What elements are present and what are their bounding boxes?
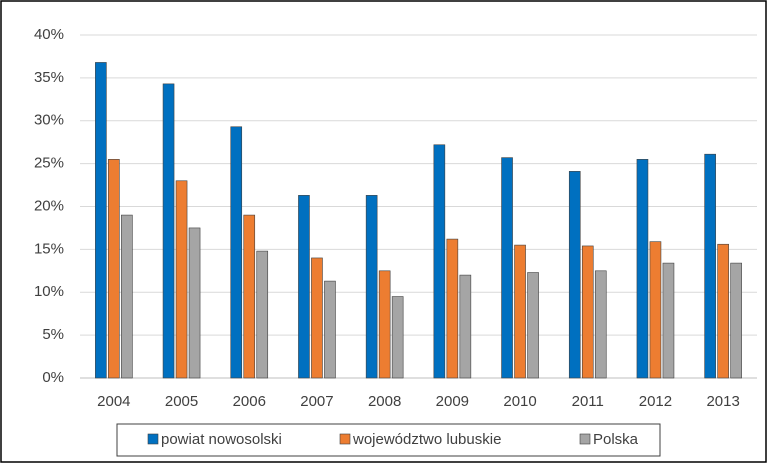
y-tick-label: 25%: [34, 155, 64, 172]
legend-label: powiat nowosolski: [161, 431, 282, 448]
bar: [704, 153, 716, 379]
bar: [594, 270, 607, 379]
bar: [717, 243, 729, 379]
bar: [175, 180, 188, 379]
bar: [243, 214, 256, 379]
bar: [662, 262, 675, 379]
x-tick-label: 2006: [233, 393, 266, 410]
y-tick-label: 40%: [34, 26, 64, 43]
legend-swatch: [579, 433, 591, 445]
legend-box: [116, 423, 661, 457]
legend-label: województwo lubuskie: [352, 431, 501, 448]
bar: [568, 171, 581, 379]
y-tick-label: 10%: [34, 283, 64, 300]
bar: [162, 83, 175, 379]
bar: [230, 126, 243, 379]
x-tick-label: 2013: [706, 393, 739, 410]
y-tick-label: 35%: [34, 69, 64, 86]
legend-swatch: [147, 433, 159, 445]
y-tick-label: 5%: [42, 326, 64, 343]
bar: [459, 274, 472, 379]
bar: [311, 257, 323, 379]
bar: [581, 245, 594, 379]
bar: [514, 244, 526, 379]
bar: [501, 157, 513, 379]
x-tick-label: 2004: [97, 393, 130, 410]
bar: [391, 296, 404, 379]
bar: [527, 272, 539, 379]
bar: [108, 159, 120, 379]
legend-swatch: [339, 433, 351, 445]
bar: [121, 214, 133, 379]
bar: [365, 195, 378, 379]
y-tick-label: 0%: [42, 369, 64, 386]
legend-label: Polska: [593, 431, 639, 448]
y-tick-label: 20%: [34, 197, 64, 214]
x-tick-label: 2011: [572, 393, 604, 410]
x-tick-label: 2005: [165, 393, 198, 410]
bar: [730, 262, 742, 379]
bar: [446, 238, 459, 379]
bar: [298, 195, 310, 379]
x-tick-label: 2007: [300, 393, 333, 410]
x-tick-label: 2009: [436, 393, 469, 410]
bar: [378, 270, 391, 379]
bar: [256, 250, 269, 379]
bar: [324, 280, 336, 379]
x-tick-label: 2008: [368, 393, 401, 410]
y-tick-label: 30%: [34, 112, 64, 129]
bar: [95, 62, 107, 379]
y-tick-label: 15%: [34, 240, 64, 257]
bar: [649, 241, 662, 379]
bar: [636, 159, 649, 379]
x-tick-label: 2012: [639, 393, 672, 410]
bar: [188, 227, 201, 379]
bar: [433, 144, 446, 379]
x-tick-label: 2010: [503, 393, 536, 410]
